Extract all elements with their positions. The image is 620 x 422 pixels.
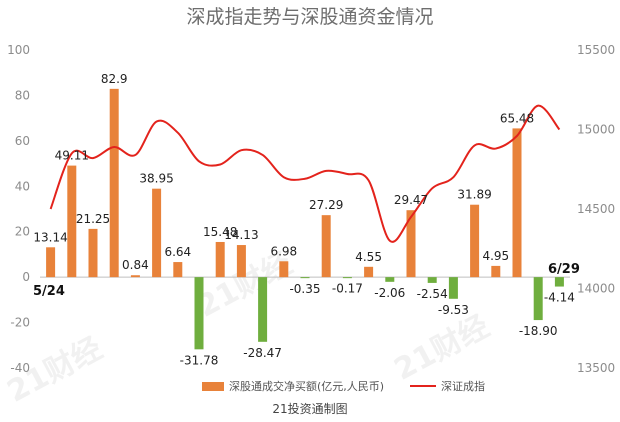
watermark: 21财经 [389,309,495,388]
bar-0 [46,247,56,278]
bar-value-label: 4.55 [355,250,382,264]
bar-value-label: 14.13 [224,228,258,242]
left-tick-label: 60 [15,134,30,148]
bar-9 [236,245,246,278]
index-line [49,104,561,243]
data-labels: 13.14 49.11 21.25 82.9 0.84 38.95 6.64 -31.78 15… [33,72,575,367]
bar-value-label: 29.47 [394,193,428,207]
bar-value-label: 4.95 [482,249,509,263]
bar-value-label: -31.78 [180,353,219,367]
bar-value-label: 13.14 [33,230,67,244]
bar-value-label: -18.90 [519,324,558,338]
bar-value-label: 15.48 [203,225,237,239]
bar-1 [67,165,77,278]
bar-5 [152,188,162,278]
bar-value-label: 0.84 [122,258,149,272]
bar-value-label: -4.14 [544,291,575,305]
bar-17 [406,210,416,278]
chart-title: 深成指走势与深股通资金情况 [186,6,433,28]
left-tick-label: 80 [15,88,30,102]
bar-4 [130,275,140,278]
bar-21 [491,265,501,278]
bar-value-label: -0.35 [289,282,320,296]
bar-6 [173,262,183,278]
bar-14 [342,277,352,279]
bar-value-label: 21.25 [76,212,110,226]
right-axis: 15500 15000 14500 14000 13500 [577,43,615,375]
bar-13 [321,215,331,278]
bar-18 [427,277,437,283]
left-tick-label: 20 [15,225,30,239]
left-tick-label: 0 [22,270,30,284]
bar-value-label: 6.64 [164,245,191,259]
bar-16 [385,277,395,282]
start-date-label: 5/24 [33,284,65,299]
right-tick-label: 15000 [577,123,615,137]
bar-value-label: 82.9 [101,72,128,86]
bar-value-label: -2.06 [374,286,405,300]
bar-value-label: -2.54 [417,287,448,301]
left-tick-label: 100 [7,43,30,57]
right-tick-label: 13500 [577,361,615,375]
bar-8 [215,241,225,278]
bar-23 [533,277,543,321]
bar-22 [512,128,522,278]
bar-15 [364,266,374,278]
bar-2 [88,228,98,278]
bar-value-label: 65.48 [500,111,534,125]
right-tick-label: 14000 [577,282,615,296]
bar-19 [448,277,458,299]
right-tick-label: 14500 [577,202,615,216]
bar-value-label: -28.47 [243,346,282,360]
left-tick-label: -40 [10,361,30,375]
bar-value-label: 27.29 [309,198,343,212]
bar-value-label: 31.89 [457,188,491,202]
bar-24 [554,277,564,287]
legend-line-label: 深证成指 [441,379,485,393]
legend: 深股通成交净买额(亿元,人民币) 深证成指 [202,379,485,393]
legend-bar-label: 深股通成交净买额(亿元,人民币) [229,379,384,393]
left-axis: 100 80 60 40 20 0 -20 -40 [7,43,30,375]
bar-20 [470,204,480,278]
left-tick-label: 40 [15,179,30,193]
bar-3 [109,88,119,278]
end-date-label: 6/29 [548,262,580,277]
source-caption: 21投资通制图 [272,401,347,416]
bar-11 [279,261,289,278]
bar-series [46,88,564,350]
bar-10 [258,277,268,342]
bar-value-label: 38.95 [139,172,173,186]
bar-value-label: 6.98 [270,244,297,258]
bar-value-label: -9.53 [438,303,469,317]
left-tick-label: -20 [10,316,30,330]
legend-bar-swatch [202,382,224,391]
bar-7 [194,277,204,350]
bar-value-label: 49.11 [55,149,89,163]
bar-12 [300,277,310,279]
index-line-series [49,104,561,243]
bar-value-label: -0.17 [332,282,363,296]
right-tick-label: 15500 [577,43,615,57]
